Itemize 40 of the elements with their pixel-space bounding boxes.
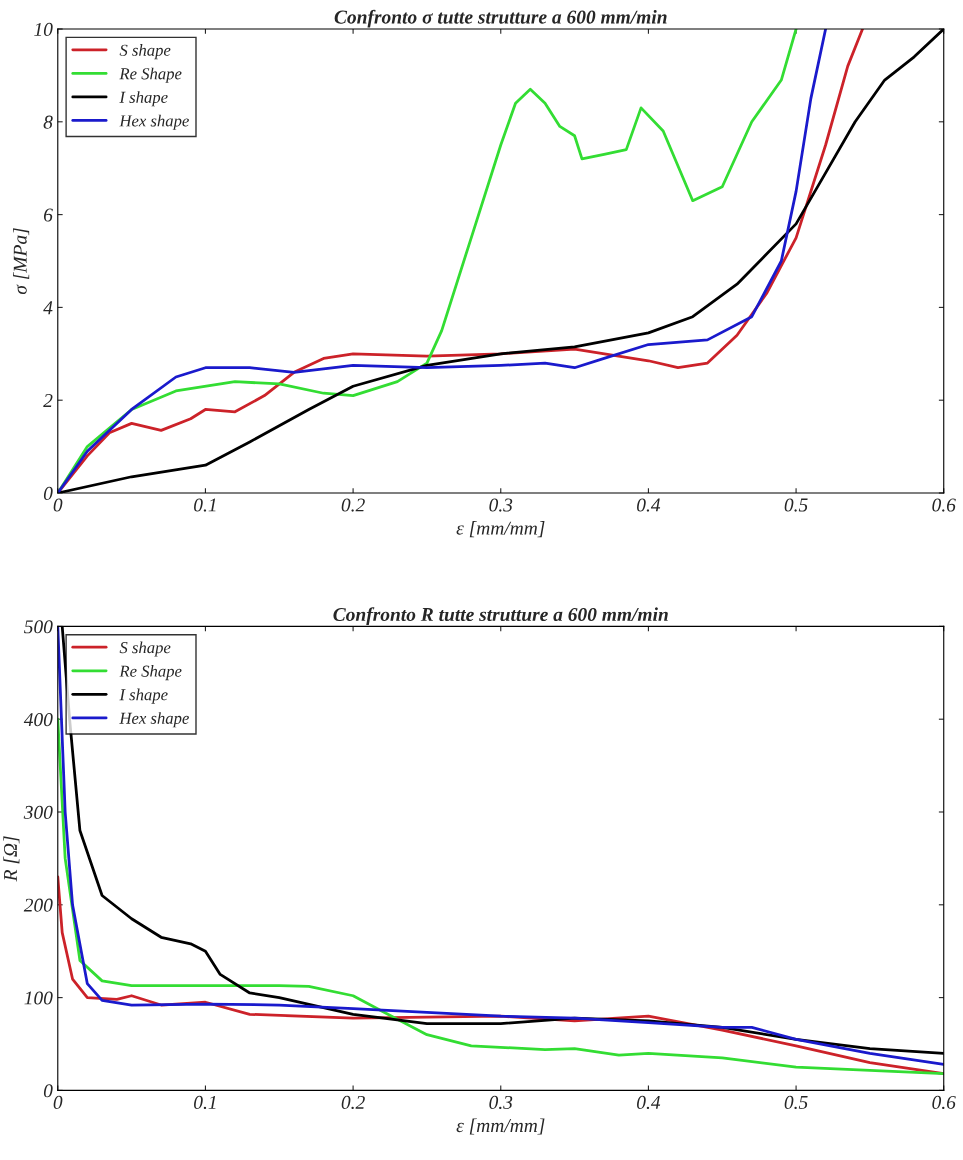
- y-axis-title: σ [MPa]: [13, 228, 30, 295]
- y-tick-label: 200: [23, 898, 53, 912]
- legend-label: Hex shape: [119, 114, 189, 130]
- y-tick-label: 0: [43, 1084, 53, 1098]
- y-axis-title: R [Ω]: [3, 836, 20, 882]
- legend-label: Re Shape: [119, 67, 182, 83]
- y-tick-label: 2: [43, 394, 53, 407]
- y-tick-label: 0: [43, 486, 53, 500]
- x-tick-label: 0.3: [489, 498, 513, 512]
- y-tick-label: 500: [24, 620, 53, 634]
- y-tick-label: 8: [43, 115, 53, 129]
- x-tick-label: 0.2: [341, 1095, 365, 1110]
- x-tick-label: 0.4: [637, 498, 661, 512]
- legend-label: S shape: [119, 44, 171, 60]
- x-axis-title: ε [mm/mm]: [456, 1118, 545, 1135]
- y-tick-label: 100: [24, 991, 53, 1005]
- x-tick-label: 0.4: [637, 1095, 661, 1110]
- x-tick-label: 0.6: [932, 1095, 956, 1110]
- x-tick-label: 0: [53, 498, 63, 512]
- chart-title: Confronto R tutte strutture a 600 mm/min: [333, 607, 668, 625]
- y-tick-label: 6: [43, 208, 53, 222]
- chart-title: Confronto σ tutte strutture a 600 mm/min: [334, 9, 667, 28]
- x-tick-label: 0.6: [932, 498, 956, 512]
- x-tick-label: 0: [53, 1095, 63, 1109]
- y-tick-label: 4: [43, 301, 53, 315]
- legend-label: I shape: [119, 91, 168, 107]
- y-tick-label: 300: [23, 805, 53, 819]
- y-tick-label: 400: [23, 713, 53, 727]
- y-tick-label: 10: [34, 22, 53, 36]
- legend-label: S shape: [119, 641, 171, 657]
- x-axis-title: ε [mm/mm]: [456, 521, 545, 538]
- legend-label: Re Shape: [119, 665, 182, 681]
- x-tick-label: 0.2: [341, 498, 365, 512]
- x-tick-label: 0.1: [194, 1095, 216, 1110]
- x-tick-label: 0.3: [489, 1095, 513, 1110]
- legend-label: Hex shape: [119, 712, 189, 728]
- x-tick-label: 0.5: [784, 1095, 808, 1110]
- x-tick-label: 0.5: [784, 498, 808, 512]
- legend-label: I shape: [119, 688, 168, 704]
- x-tick-label: 0.1: [194, 498, 216, 512]
